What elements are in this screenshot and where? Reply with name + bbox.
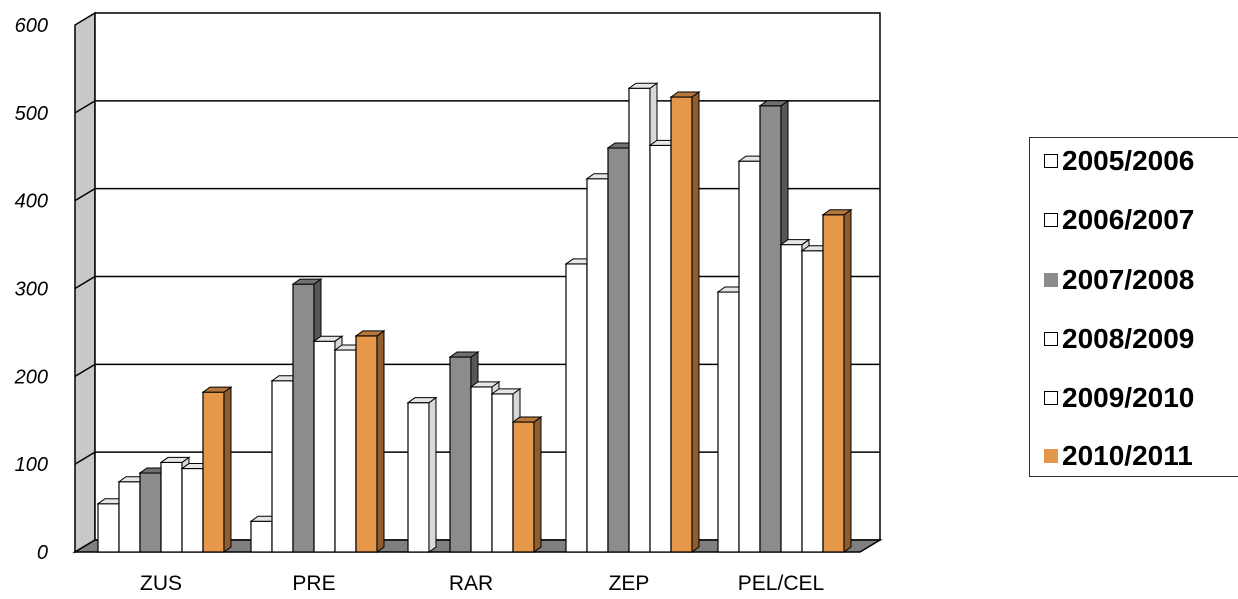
bar-side	[691, 91, 700, 553]
legend-label: 2007/2008	[1062, 264, 1195, 295]
bar-front	[160, 461, 183, 553]
bar-top	[406, 397, 438, 404]
bar-side	[843, 208, 852, 553]
bar-side	[376, 329, 385, 553]
bar-front	[738, 160, 761, 553]
y-tick-label: 100	[15, 454, 48, 476]
bar-top	[758, 100, 790, 107]
legend-swatch	[1044, 332, 1058, 346]
bar-front	[822, 214, 845, 553]
bar	[511, 416, 543, 553]
bar	[406, 396, 438, 553]
y-tick-label: 0	[37, 542, 48, 564]
legend-swatch	[1044, 273, 1058, 287]
bar-top	[779, 239, 811, 246]
bar-front	[407, 402, 430, 553]
bar-front	[759, 105, 782, 553]
bar-front	[250, 520, 273, 553]
y-tick-label: 300	[15, 279, 48, 301]
gridline-side	[74, 275, 96, 290]
bar-front	[780, 243, 803, 553]
gridline-side	[74, 100, 96, 114]
bar-top	[159, 456, 191, 463]
legend-swatch	[1044, 391, 1058, 405]
bar	[354, 329, 386, 553]
bar-front	[313, 340, 336, 553]
bar-front	[565, 263, 588, 553]
bar-top	[490, 388, 522, 395]
x-tick-label: PEL/CEL	[738, 572, 824, 595]
bar-front	[181, 467, 204, 553]
legend-item: 2005/2006	[1044, 145, 1195, 176]
bar-front	[202, 391, 225, 553]
x-tick-label: ZUS	[140, 572, 182, 595]
legend-item: 2008/2009	[1044, 323, 1195, 354]
bar-front	[512, 421, 535, 553]
bar-front	[470, 386, 493, 553]
bar-top	[821, 209, 853, 216]
bar-front	[271, 380, 294, 553]
bar-front	[355, 335, 378, 553]
bar-front	[607, 147, 630, 553]
legend-swatch	[1044, 213, 1058, 227]
bar	[821, 208, 853, 553]
legend: 2005/2006 2006/2007 2007/2008 2008/2009 2009…	[1029, 137, 1238, 477]
legend-label: 2008/2009	[1062, 323, 1195, 354]
x-tick-label: ZEP	[609, 572, 650, 595]
legend-swatch	[1044, 154, 1058, 168]
bar-front	[97, 503, 120, 553]
x-tick-label: RAR	[449, 572, 493, 595]
legend-item: 2010/2011	[1044, 440, 1193, 471]
gridline-side	[74, 451, 96, 465]
legend-item: 2007/2008	[1044, 264, 1195, 295]
y-tick-label: 400	[15, 191, 48, 213]
bar-top	[511, 416, 543, 423]
bar-front	[649, 144, 672, 553]
bar-front	[670, 96, 693, 553]
y-tick-label: 200	[14, 366, 48, 388]
bar-top	[469, 381, 501, 388]
bar-top	[354, 330, 386, 337]
bar-front	[801, 250, 824, 553]
bar-chart: 0 100 200 300 400 500 600 ZUS PRE RAR ZEP PEL/CEL	[14, 11, 883, 595]
bar-top	[669, 91, 701, 98]
bars	[96, 82, 853, 553]
bar-top	[448, 351, 480, 358]
x-tick-label: PRE	[292, 572, 335, 595]
legend-label: 2005/2006	[1062, 145, 1195, 176]
legend-item: 2006/2007	[1044, 204, 1195, 235]
bar-front	[586, 178, 609, 553]
bar	[669, 91, 701, 553]
y-axis-tick-labels: 0 100 200 300 400 500 600	[14, 15, 48, 564]
bar-front	[139, 472, 162, 553]
bar-top	[312, 335, 344, 342]
bar-side	[533, 416, 542, 553]
bar-front	[449, 356, 472, 553]
bar-top	[291, 278, 323, 285]
bar-side	[428, 396, 437, 553]
bar-front	[717, 291, 740, 553]
legend-item: 2009/2010	[1044, 382, 1195, 413]
bar-side	[223, 386, 232, 553]
legend-swatch	[1044, 449, 1058, 463]
bar	[201, 386, 233, 553]
gridline-side	[74, 188, 96, 202]
bar-top	[201, 386, 233, 393]
y-tick-label: 500	[15, 103, 48, 125]
legend-label: 2009/2010	[1062, 382, 1195, 413]
x-axis-tick-labels: ZUS PRE RAR ZEP PEL/CEL	[140, 572, 824, 595]
y-tick-label: 600	[15, 15, 48, 37]
gridline-side	[74, 363, 96, 377]
legend-label: 2010/2011	[1062, 440, 1193, 471]
legend-label: 2006/2007	[1062, 204, 1195, 235]
bar-front	[118, 481, 141, 553]
bar-front	[491, 393, 514, 553]
bar-top	[627, 82, 659, 89]
bar-front	[292, 283, 315, 553]
bar-front	[628, 87, 651, 553]
bar-front	[334, 349, 357, 553]
